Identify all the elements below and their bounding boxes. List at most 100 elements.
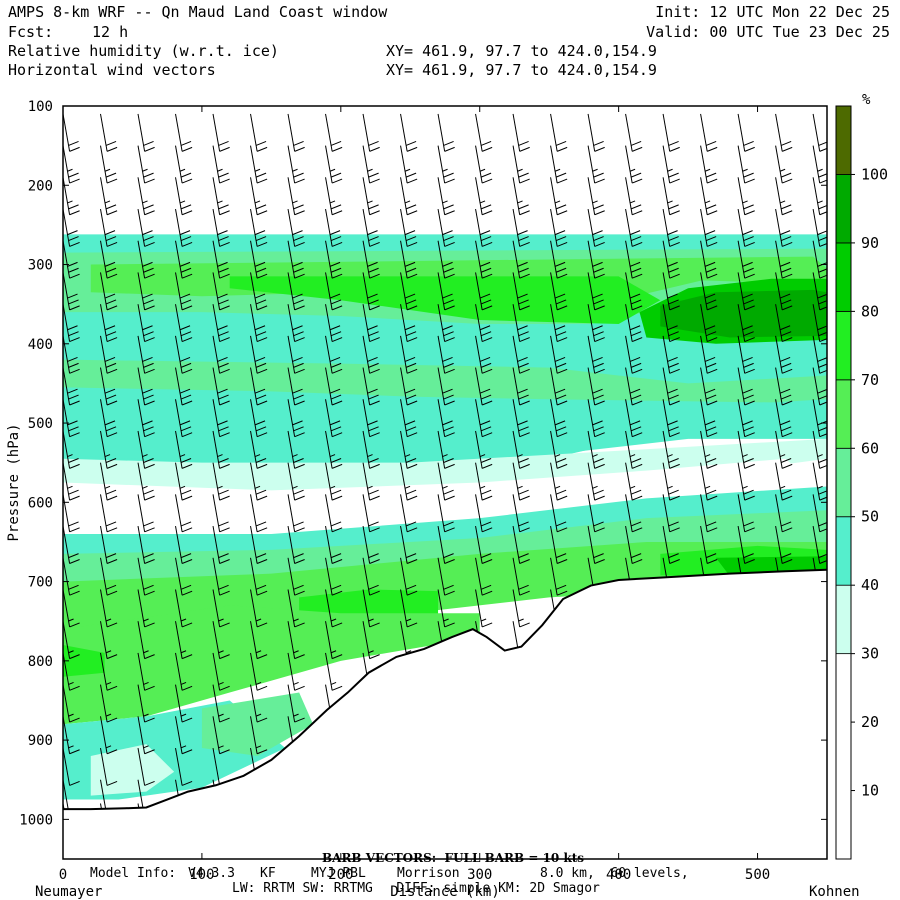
barb-flag (742, 230, 753, 236)
x-end-label: Kohnen (809, 884, 860, 900)
barb-flag (369, 527, 380, 533)
barb-flag (669, 210, 680, 216)
barb-flag (294, 432, 305, 438)
x-axis-label: Distance (km) (390, 884, 500, 900)
wind-barb (625, 526, 643, 564)
barb-flag (256, 242, 268, 247)
barb-flag (105, 331, 117, 337)
barb-flag (218, 426, 229, 432)
barb-flag (480, 267, 492, 273)
barb-flag (594, 305, 605, 311)
barb-half-flag (179, 454, 186, 458)
wind-barb (325, 557, 343, 596)
barb-half-flag (404, 485, 411, 489)
barb-flag (331, 654, 343, 660)
barb-flag (105, 584, 117, 590)
barb-flag (105, 394, 117, 400)
wind-barb (625, 240, 643, 279)
barb-flag (669, 305, 680, 311)
barb-flag (480, 299, 492, 305)
colorbar-tick-label: 40 (861, 576, 879, 594)
barb-flag (779, 261, 791, 267)
barb-half-flag (554, 168, 561, 172)
barb-flag (744, 305, 755, 311)
rh-region-dry-layer-20 (63, 458, 800, 535)
wind-barb (250, 589, 268, 628)
wind-barb (400, 113, 418, 152)
wind-barb (587, 462, 605, 501)
wind-barb (512, 462, 530, 501)
wind-barb (737, 399, 755, 438)
barb-half-flag (554, 454, 561, 458)
barb-flag (330, 362, 342, 368)
header-title: AMPS 8-km WRF -- Qn Maud Land Coast wind… (8, 3, 388, 21)
barb-flag (594, 146, 605, 152)
barb-flag (331, 305, 343, 311)
barb-half-flag (367, 200, 373, 204)
barb-flag (629, 357, 641, 362)
barb-flag (481, 368, 493, 374)
wind-barb (700, 113, 718, 152)
barb-flag (743, 553, 754, 559)
barb-flag (819, 211, 827, 216)
wind-barb (400, 494, 418, 533)
barb-flag (144, 527, 155, 533)
barb-flag (442, 420, 453, 426)
barb-flag (254, 325, 266, 331)
barb-flag (556, 178, 568, 184)
x-tick-label: 0 (59, 867, 67, 883)
barb-flag (631, 242, 643, 247)
wind-barb (550, 557, 568, 596)
wind-barb (250, 367, 268, 406)
wind-barb (550, 430, 568, 469)
barb-flag (68, 553, 79, 559)
wind-barb (437, 494, 455, 533)
barb-flag (481, 146, 493, 152)
barb-flag (481, 178, 493, 184)
wind-barb (587, 494, 605, 533)
barb-half-flag (293, 681, 299, 685)
barb-flag (181, 559, 193, 564)
wind-barb (100, 367, 118, 406)
barb-shaft (212, 747, 221, 786)
wind-barb (662, 430, 680, 469)
barb-flag (142, 230, 153, 236)
wind-barb (437, 240, 455, 279)
barb-flag (556, 400, 568, 406)
barb-flag (782, 273, 793, 279)
barb-half-flag (742, 485, 748, 489)
barb-flag (218, 140, 229, 146)
barb-flag (744, 368, 755, 374)
barb-flag (594, 368, 605, 374)
wind-barb (400, 240, 418, 279)
barb-flag (181, 780, 193, 786)
barb-flag (293, 331, 304, 337)
barb-flag (367, 420, 378, 426)
barb-flag (668, 394, 679, 400)
barb-flag (143, 426, 154, 432)
wind-barb (100, 113, 118, 152)
wind-barb (587, 367, 605, 406)
barb-flag (780, 489, 792, 495)
barb-flag (631, 432, 643, 438)
barb-flag (442, 293, 453, 299)
wind-barb (737, 145, 755, 184)
barb-flag (293, 521, 304, 527)
colorbar-swatch (835, 447, 852, 518)
barb-flag (517, 357, 528, 362)
wind-barb (475, 208, 493, 247)
barb-flag (330, 140, 342, 146)
terrain-line (63, 568, 827, 811)
wind-barb (587, 430, 605, 469)
barb-flag (369, 622, 380, 628)
barb-flag (180, 553, 192, 559)
barb-half-flag (518, 618, 524, 622)
barb-flag (331, 559, 343, 564)
barb-flag (406, 337, 418, 343)
barb-half-flag (179, 168, 186, 172)
wind-barb (437, 526, 455, 564)
barb-flag (780, 394, 792, 400)
barb-flag (368, 140, 379, 146)
barb-flag (518, 521, 529, 527)
barb-half-flag (254, 485, 261, 489)
